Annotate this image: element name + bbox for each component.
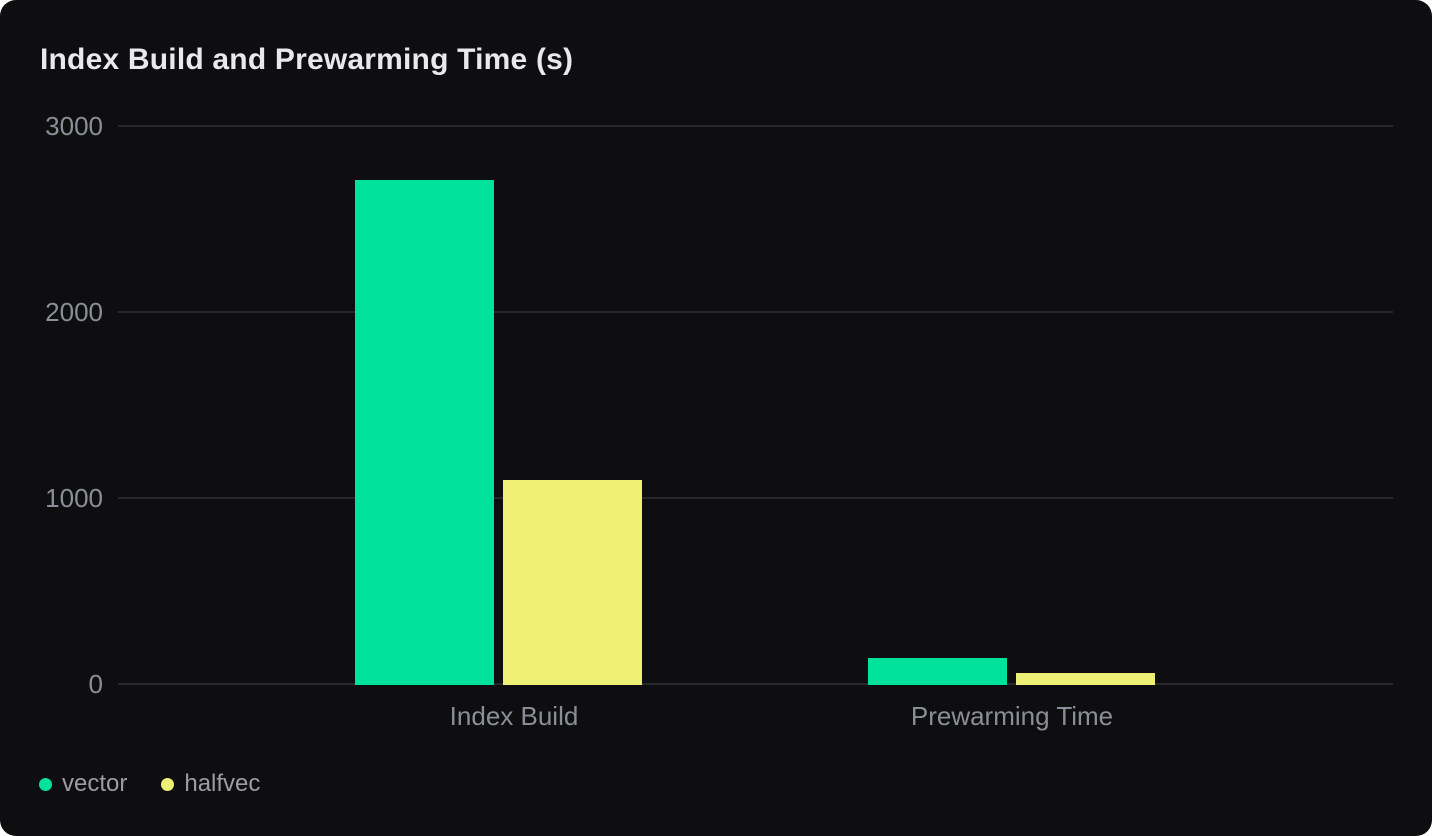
gridline-2000 [118, 311, 1393, 313]
gridline-0 [118, 683, 1393, 685]
legend-item-halfvec[interactable]: halfvec [161, 770, 260, 798]
y-tick-label-3000: 3000 [45, 111, 103, 141]
legend-dot-halfvec-icon [161, 777, 175, 791]
legend: vector halfvec [39, 770, 260, 798]
legend-dot-vector-icon [39, 777, 52, 791]
bar-halfvec-prewarming-time[interactable] [1016, 673, 1155, 685]
legend-label-vector: vector [62, 770, 128, 797]
y-tick-label-2000: 2000 [45, 297, 103, 327]
gridline-3000 [118, 125, 1393, 127]
y-tick-label-1000: 1000 [45, 483, 103, 513]
bar-vector-index-build[interactable] [354, 180, 494, 685]
chart-title: Index Build and Prewarming Time (s) [40, 43, 574, 76]
x-axis-label-index-build: Index Build [449, 701, 579, 731]
legend-item-vector[interactable]: vector [39, 770, 127, 798]
x-axis-label-prewarming-time: Prewarming Time [910, 701, 1114, 731]
bar-halfvec-index-build[interactable] [502, 480, 642, 685]
gridline-1000 [118, 497, 1393, 499]
y-tick-label-0: 0 [88, 669, 103, 699]
legend-label-halfvec: halfvec [184, 770, 261, 797]
bar-vector-prewarming-time[interactable] [868, 658, 1007, 685]
